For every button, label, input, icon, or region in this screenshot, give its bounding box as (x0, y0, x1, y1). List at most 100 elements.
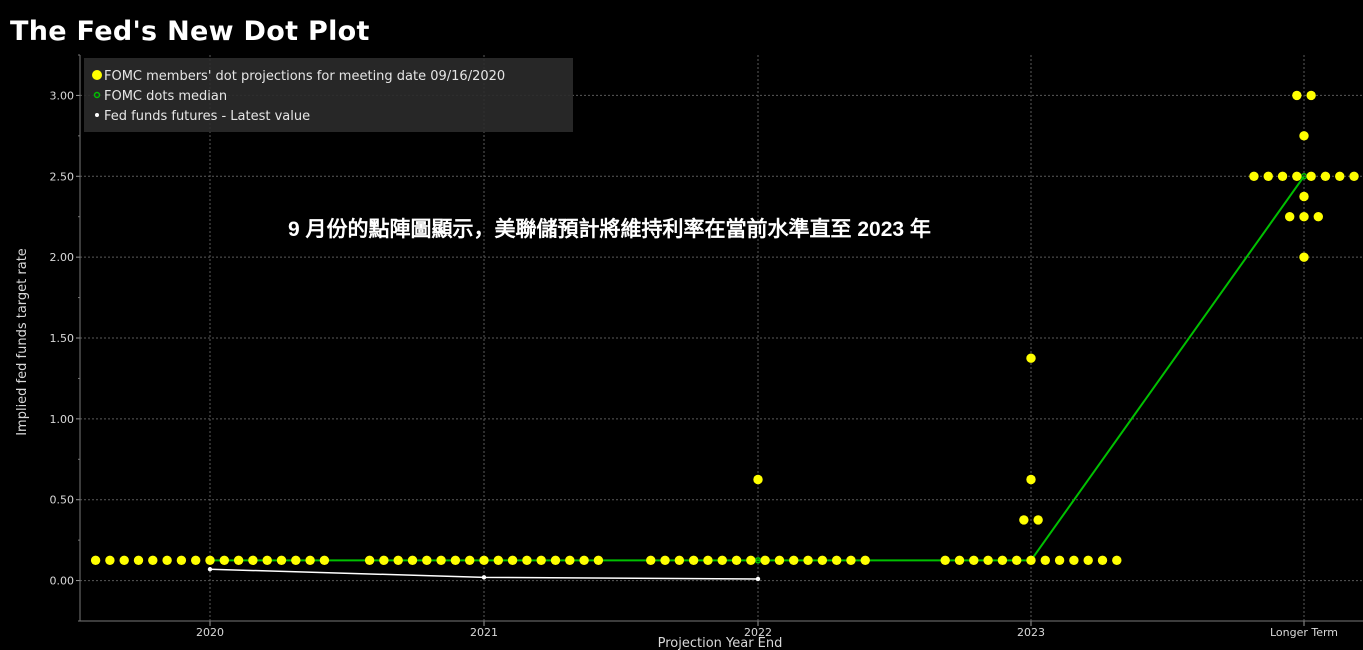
fomc-dot (176, 555, 187, 566)
fomc-dot (364, 555, 375, 566)
futures-points (207, 567, 761, 582)
fomc-dot (465, 555, 475, 566)
fomc-dot (1026, 474, 1036, 485)
fomc-dots (90, 90, 1359, 566)
y-tick-label: 0.50 (50, 494, 75, 507)
fomc-dot (291, 555, 301, 566)
fomc-dot (717, 555, 727, 566)
y-tick-label: 3.00 (50, 89, 75, 102)
fomc-dot (1320, 171, 1331, 181)
fomc-dot (393, 555, 403, 566)
fomc-dot (90, 555, 101, 566)
fomc-dot (746, 555, 756, 566)
fomc-dot (789, 555, 799, 566)
fomc-dot (760, 555, 770, 566)
fomc-dot (1026, 353, 1036, 363)
fomc-dot (646, 555, 656, 566)
fomc-dot (753, 474, 763, 485)
legend-median-icon (93, 91, 101, 99)
fomc-dot (133, 555, 144, 566)
fomc-dot (803, 555, 813, 566)
fomc-dot (1012, 555, 1022, 566)
fomc-dot (997, 555, 1008, 566)
median-line (210, 175, 1305, 562)
legend-dot-icon (92, 70, 102, 80)
fomc-dot (1335, 171, 1345, 181)
fomc-dot (1292, 171, 1302, 181)
legend-futures-icon (95, 113, 99, 117)
chart-title: The Fed's New Dot Plot (10, 16, 370, 47)
fomc-dot (831, 555, 842, 566)
fomc-dot (148, 555, 158, 566)
fomc-dot (1306, 90, 1316, 101)
fomc-dot (522, 555, 532, 566)
legend: FOMC members' dot projections for meetin… (84, 58, 573, 132)
fomc-dot (1263, 171, 1273, 181)
futures-point (755, 576, 761, 582)
x-tick-label: 2022 (744, 626, 772, 639)
fomc-dot (507, 555, 518, 566)
fomc-dot (940, 555, 950, 566)
fomc-dot (846, 555, 856, 566)
fomc-dot (233, 555, 244, 566)
fomc-dot (1306, 171, 1316, 181)
chart-annotation: 9 月份的點陣圖顯示，美聯儲預計將維持利率在當前水準直至 2023 年 (288, 217, 931, 241)
fomc-dot (593, 555, 604, 566)
y-tick-label: 1.50 (50, 332, 75, 345)
fomc-dot (1292, 90, 1302, 101)
x-tick-label: 2020 (196, 626, 224, 639)
fomc-dot (983, 555, 993, 566)
x-tick-label: 2021 (470, 626, 498, 639)
fomc-dot (1083, 555, 1093, 566)
fomc-dot (248, 555, 258, 566)
fomc-dot (1285, 212, 1295, 222)
fomc-dot (422, 555, 432, 566)
fomc-dot (860, 555, 870, 566)
x-tick-label: 2023 (1017, 626, 1045, 639)
x-axis-label: Projection Year End (658, 636, 783, 650)
fomc-dot (550, 555, 561, 566)
fomc-dot (305, 555, 315, 566)
fomc-dot (319, 555, 330, 566)
fomc-dot (105, 555, 115, 566)
legend-box (84, 58, 573, 132)
legend-item-futures: Fed funds futures - Latest value (104, 109, 310, 124)
fomc-dot (119, 555, 129, 566)
fomc-dot (191, 555, 201, 566)
fomc-dot (774, 555, 785, 566)
fomc-dot (1040, 555, 1051, 566)
legend-item-median: FOMC dots median (104, 89, 227, 104)
fomc-dot (1277, 171, 1288, 181)
x-tick-label: Longer Term (1270, 626, 1338, 639)
fomc-dot (817, 555, 828, 566)
fomc-dot (954, 555, 965, 566)
fomc-dot (493, 555, 503, 566)
fomc-dot (1349, 171, 1359, 181)
y-axis-ticks: 3.00 2.50 2.00 1.50 1.00 0.50 0.00 (50, 54, 80, 622)
y-tick-label: 2.00 (50, 251, 75, 264)
fomc-dot (1026, 555, 1036, 566)
x-axis-ticks: 2020 2021 2022 2023 Longer Term (196, 621, 1338, 639)
futures-point (207, 567, 213, 572)
fomc-dot (436, 555, 446, 566)
fomc-dot (1299, 252, 1309, 262)
fomc-dot (579, 555, 589, 566)
fomc-dot (479, 555, 489, 566)
fomc-dot (1112, 555, 1122, 566)
fomc-dot (1033, 515, 1043, 525)
fomc-dot (379, 555, 389, 566)
fomc-dot (162, 555, 172, 566)
fomc-dot (688, 555, 699, 566)
fomc-dot (450, 555, 461, 566)
y-tick-label: 2.50 (50, 170, 75, 183)
fomc-dot (565, 555, 575, 566)
fomc-dot (219, 555, 229, 566)
fomc-dot (703, 555, 713, 566)
futures-point (481, 575, 487, 580)
fomc-dot (1097, 555, 1108, 566)
y-tick-label: 1.00 (50, 413, 75, 426)
fomc-dot (276, 555, 287, 566)
legend-item-dots: FOMC members' dot projections for meetin… (104, 69, 505, 84)
fomc-dot (1299, 131, 1309, 141)
